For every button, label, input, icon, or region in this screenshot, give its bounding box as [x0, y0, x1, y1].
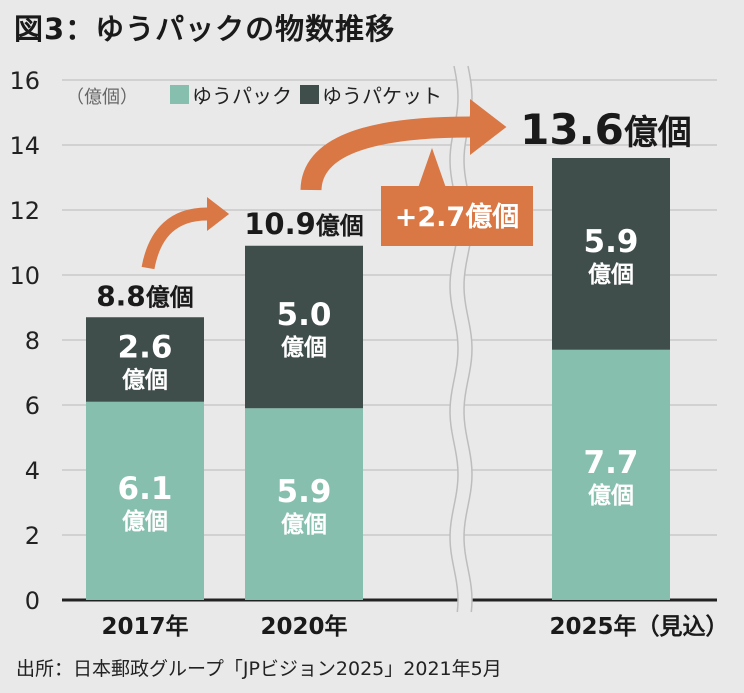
y-tick-label: 4 — [25, 457, 40, 485]
legend-label-yupack: ゆうパック — [192, 84, 292, 108]
legend-swatch-yupack — [170, 85, 189, 104]
growth-arrow-body — [300, 116, 471, 191]
bar-total-label: 8.8億個 — [96, 279, 194, 312]
bar-total-unit: 億個 — [316, 212, 364, 240]
segment-value-label: 2.6 — [118, 330, 173, 366]
annotation-text: +2.7億個 — [395, 202, 519, 233]
axis-break-gap — [450, 64, 473, 613]
y-tick-label: 12 — [9, 197, 40, 225]
bar-segment-yupacket — [245, 245, 363, 409]
segment-value-label: 7.7 — [584, 445, 639, 481]
growth-arrow-head — [207, 197, 230, 231]
y-tick-label: 0 — [25, 587, 40, 615]
axis-break-line — [463, 65, 473, 613]
x-tick-label: 2025年（見込） — [549, 613, 728, 640]
growth-arrow-body — [141, 207, 208, 270]
legend-swatch-yupacket — [300, 85, 319, 104]
legend: （億個） ゆうパック ゆうパケット — [66, 84, 442, 108]
bar-segment-yupack — [86, 401, 204, 600]
growth-arrow-head — [470, 99, 507, 155]
bar-total-number: 8.8 — [96, 279, 146, 312]
bar-segment-yupack — [552, 349, 670, 600]
y-tick-label: 6 — [25, 392, 40, 420]
annotation-pointer — [418, 148, 446, 188]
bar-total-number: 10.9 — [244, 207, 316, 241]
y-axis-ticks: 0 2 4 6 8 10 12 14 16 — [9, 67, 40, 615]
bar-segment-yupacket — [552, 158, 670, 350]
axis-break-line — [449, 65, 459, 613]
y-tick-label: 14 — [9, 132, 40, 160]
bar-segment-yupack — [245, 408, 363, 600]
segment-unit-label: 億個 — [281, 511, 327, 538]
segment-value-label: 5.9 — [584, 224, 639, 260]
data-labels: 6.1億個2.6億個5.9億個5.0億個7.7億個5.9億個8.8億個10.9億… — [96, 105, 692, 538]
bar-total-label: 13.6億個 — [520, 105, 692, 154]
segment-value-label: 6.1 — [118, 471, 173, 507]
annotation-box — [381, 186, 533, 246]
y-tick-label: 8 — [25, 327, 40, 355]
bar-total-unit: 億個 — [624, 113, 692, 153]
bar-total-label: 10.9億個 — [244, 207, 364, 241]
x-tick-label: 2017年 — [101, 613, 188, 640]
segment-unit-label: 億個 — [122, 508, 168, 535]
unit-label: （億個） — [66, 87, 138, 108]
y-tick-label: 16 — [9, 67, 40, 95]
segment-value-label: 5.9 — [277, 474, 332, 510]
segment-unit-label: 億個 — [588, 261, 634, 288]
bars — [86, 158, 670, 600]
y-tick-label: 2 — [25, 522, 40, 550]
chart-title: 図3：ゆうパックの物数推移 — [14, 12, 396, 46]
growth-arrows: +2.7億個 — [141, 99, 533, 270]
segment-unit-label: 億個 — [122, 367, 168, 394]
source-note: 出所：日本郵政グループ「JPビジョン2025」2021年5月 — [16, 658, 502, 680]
x-tick-label: 2020年 — [260, 613, 347, 640]
legend-label-yupacket: ゆうパケット — [322, 84, 442, 108]
bar-total-unit: 億個 — [146, 283, 194, 311]
bar-segment-yupacket — [86, 317, 204, 402]
segment-value-label: 5.0 — [277, 297, 332, 333]
segment-unit-label: 億個 — [281, 334, 327, 361]
segment-unit-label: 億個 — [588, 482, 634, 509]
y-tick-label: 10 — [9, 262, 40, 290]
axis-break — [449, 64, 473, 613]
bar-total-number: 13.6 — [520, 105, 624, 154]
x-axis-labels: 2017年 2020年 2025年（見込） — [101, 613, 728, 640]
